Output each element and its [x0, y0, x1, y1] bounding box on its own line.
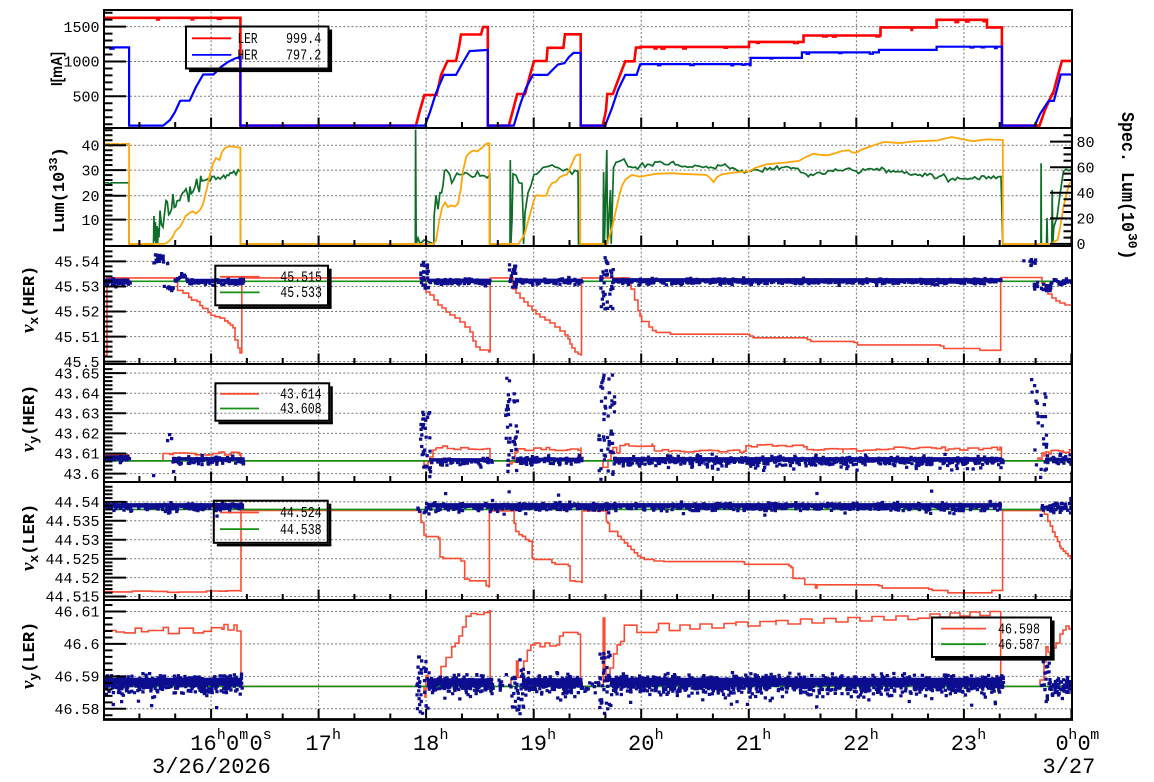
svg-text:44.54: 44.54 [54, 495, 99, 512]
svg-text:46.61: 46.61 [54, 605, 99, 622]
svg-text:46.587: 46.587 [998, 637, 1040, 654]
svg-text:22: 22 [843, 732, 869, 757]
svg-text:46.6: 46.6 [63, 637, 99, 654]
svg-text:0: 0 [1056, 732, 1069, 757]
svg-text:44.524: 44.524 [280, 505, 322, 522]
svg-text:21: 21 [736, 732, 762, 757]
svg-text:20: 20 [1077, 212, 1095, 229]
svg-text:46.58: 46.58 [54, 702, 99, 719]
svg-text:45.53: 45.53 [54, 280, 99, 297]
svg-text:s: s [263, 727, 272, 744]
svg-text:43.64: 43.64 [54, 386, 99, 403]
svg-text:h: h [870, 727, 879, 744]
svg-text:16: 16 [190, 732, 216, 757]
svg-text:h: h [655, 727, 664, 744]
svg-text:Spec. Lum(10: Spec. Lum(10 [1116, 112, 1136, 232]
svg-text:44.52: 44.52 [54, 571, 99, 588]
svg-text:999.4: 999.4 [286, 31, 321, 48]
svg-text:500: 500 [72, 90, 99, 107]
svg-text:60: 60 [1077, 160, 1095, 177]
svg-text:h: h [762, 727, 771, 744]
svg-text:1500: 1500 [63, 20, 99, 37]
svg-text:23: 23 [951, 732, 977, 757]
svg-text:44.525: 44.525 [45, 552, 99, 569]
svg-text:h: h [1068, 727, 1077, 744]
svg-text:HER: HER [238, 48, 258, 65]
svg-text:νx(LER): νx(LER) [18, 504, 42, 571]
svg-text:43.61: 43.61 [54, 447, 99, 464]
svg-text:797.2: 797.2 [286, 48, 321, 65]
svg-text:0: 0 [1078, 732, 1091, 757]
svg-text:18: 18 [413, 732, 439, 757]
svg-text:20: 20 [81, 189, 99, 206]
svg-text:m: m [1090, 727, 1099, 744]
svg-text:45.5: 45.5 [63, 355, 99, 372]
svg-text:45.51: 45.51 [54, 330, 99, 347]
svg-text:46.598: 46.598 [998, 621, 1040, 638]
svg-text:h: h [547, 727, 556, 744]
svg-text:43.63: 43.63 [54, 407, 99, 424]
svg-text:0: 0 [1077, 237, 1086, 254]
svg-text:m: m [239, 727, 248, 744]
svg-text:h: h [977, 727, 986, 744]
svg-text:): ) [1116, 249, 1136, 260]
svg-text:40: 40 [1077, 186, 1095, 203]
svg-text:43.62: 43.62 [54, 427, 99, 444]
svg-text:44.535: 44.535 [45, 514, 99, 531]
svg-text:45.54: 45.54 [54, 255, 99, 272]
svg-text:43.614: 43.614 [280, 387, 322, 404]
svg-text:44.515: 44.515 [45, 590, 99, 607]
svg-text:40: 40 [81, 138, 99, 155]
svg-text:h: h [332, 727, 341, 744]
svg-text:νx(HER): νx(HER) [18, 266, 42, 333]
svg-text:3/26/2026: 3/26/2026 [152, 755, 271, 780]
svg-text:νy(HER): νy(HER) [18, 385, 42, 452]
svg-text:44.538: 44.538 [280, 522, 322, 539]
svg-text:0: 0 [250, 732, 263, 757]
svg-text:43.608: 43.608 [280, 401, 322, 418]
svg-text:h: h [440, 727, 449, 744]
svg-text:h: h [217, 727, 226, 744]
svg-text:17: 17 [305, 732, 331, 757]
svg-text:10: 10 [81, 213, 99, 230]
svg-text:νy(LER): νy(LER) [18, 622, 42, 689]
svg-text:45.52: 45.52 [54, 305, 99, 322]
svg-text:1000: 1000 [63, 55, 99, 72]
svg-text:80: 80 [1077, 135, 1095, 152]
svg-text:I[mA]: I[mA] [49, 52, 66, 86]
svg-text:45.533: 45.533 [280, 285, 322, 302]
svg-text:44.53: 44.53 [54, 533, 99, 550]
svg-text:LER: LER [238, 31, 258, 48]
svg-text:45.515: 45.515 [280, 270, 322, 287]
svg-text:30: 30 [1125, 233, 1140, 249]
svg-text:20: 20 [628, 732, 654, 757]
svg-text:0: 0 [226, 732, 239, 757]
svg-text:46.59: 46.59 [54, 670, 99, 687]
svg-text:3/27: 3/27 [1043, 755, 1096, 780]
svg-text:30: 30 [81, 163, 99, 180]
svg-text:43.6: 43.6 [63, 467, 99, 484]
svg-text:19: 19 [521, 732, 547, 757]
svg-text:43.65: 43.65 [54, 366, 99, 383]
